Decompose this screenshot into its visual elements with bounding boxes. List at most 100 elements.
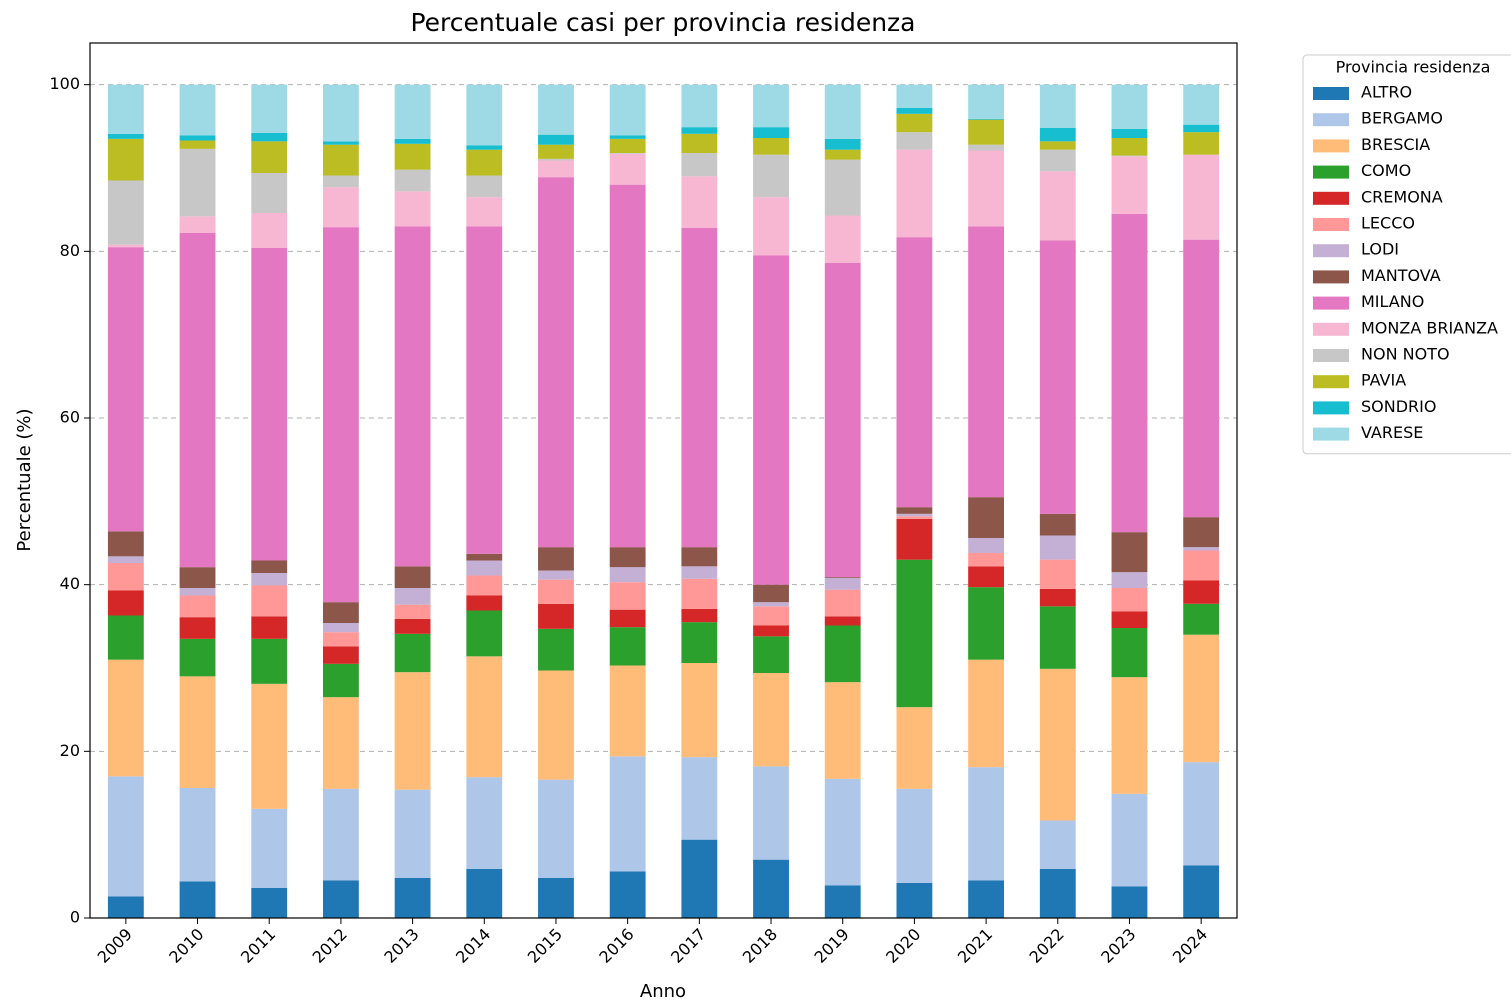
bar-segment	[107, 133, 144, 139]
bar-segment	[753, 127, 789, 138]
bar-segment	[538, 158, 574, 161]
bar-segment	[1183, 154, 1220, 240]
bar-segment	[609, 153, 646, 185]
bar-segment	[107, 896, 144, 918]
bar-segment	[753, 859, 789, 918]
bar-segment	[896, 149, 933, 238]
bar-segment	[179, 788, 216, 882]
bar-segment	[681, 608, 718, 623]
legend-label: BERGAMO	[1361, 109, 1443, 128]
bar-segment	[538, 579, 574, 604]
bar-segment	[681, 578, 718, 609]
bar-segment	[1183, 550, 1220, 581]
bar-segment	[322, 84, 359, 142]
bar-segment	[466, 149, 503, 176]
bar-segment	[1183, 517, 1220, 548]
bar-segment	[681, 176, 718, 228]
bar-segment	[609, 756, 646, 872]
legend-label: VARESE	[1361, 423, 1423, 442]
bar-segment	[896, 513, 933, 517]
bar-segment	[251, 573, 288, 586]
legend-label: ALTRO	[1361, 83, 1412, 102]
bar-segment	[251, 133, 288, 142]
bar-segment	[1039, 84, 1076, 128]
legend-swatch	[1313, 218, 1349, 231]
bar-segment	[681, 153, 718, 177]
bar-segment	[753, 584, 789, 603]
bar-segment	[251, 683, 288, 809]
bar-segment	[681, 133, 718, 153]
bar-segment	[1039, 559, 1076, 589]
bar-segment	[1183, 84, 1220, 125]
bar-segment	[179, 233, 216, 568]
bar-segment	[968, 84, 1005, 119]
bar-segment	[538, 84, 574, 135]
bar-segment	[1111, 572, 1148, 588]
bar-segment	[1183, 865, 1220, 918]
bar-segment	[609, 153, 646, 154]
bar-segment	[753, 673, 789, 767]
bar-segment	[466, 84, 503, 146]
bar-segment	[896, 237, 933, 508]
bar-segment	[824, 149, 861, 160]
bar-segment	[394, 143, 431, 170]
bar-segment	[538, 779, 574, 878]
bar-segment	[107, 659, 144, 777]
legend-label: LODI	[1361, 240, 1399, 259]
bar-segment	[896, 788, 933, 883]
legend-swatch	[1313, 113, 1349, 127]
bar-segment	[1039, 171, 1076, 241]
bar-segment	[394, 138, 431, 144]
bar-segment	[107, 556, 144, 563]
bar-segment	[753, 154, 789, 198]
bar-segment	[251, 248, 288, 561]
bar-segment	[1111, 611, 1148, 628]
x-tick-label: 2011	[237, 925, 279, 967]
bar-segment	[896, 84, 933, 108]
bar-segment	[107, 84, 144, 134]
bar-segment	[466, 145, 503, 150]
legend-swatch	[1313, 165, 1349, 179]
bar-segment	[107, 138, 144, 181]
bar-segment	[609, 84, 646, 136]
bar-segment	[1039, 149, 1076, 172]
y-axis-label: Percentuale (%)	[14, 408, 35, 551]
bar-segment	[609, 567, 646, 583]
bar-segment	[322, 602, 359, 623]
bar-segment	[968, 538, 1005, 553]
x-tick-label: 2015	[524, 925, 566, 967]
x-tick-label: 2021	[954, 925, 996, 967]
bar-segment	[753, 255, 789, 585]
bar-segment	[322, 646, 359, 664]
x-tick-label: 2016	[595, 925, 637, 967]
bar-segment	[322, 663, 359, 698]
legend-swatch	[1313, 139, 1349, 153]
bar-segment	[824, 577, 861, 578]
bar-segment	[251, 888, 288, 918]
legend-swatch	[1313, 244, 1349, 258]
y-tick-label: 0	[70, 908, 80, 927]
bar-segment	[1183, 132, 1220, 155]
x-axis-label: Anno	[640, 981, 686, 1002]
x-tick-label: 2020	[882, 925, 924, 967]
bar-segment	[466, 197, 503, 227]
legend-label: LECCO	[1361, 214, 1415, 233]
bar-segment	[394, 588, 431, 605]
bar-segment	[681, 566, 718, 579]
bar-segment	[179, 140, 216, 149]
bar-segment	[394, 633, 431, 673]
chart-title: Percentuale casi per provincia residenza	[410, 8, 915, 37]
bar-segment	[322, 697, 359, 789]
bar-segment	[394, 878, 431, 918]
bar-segment	[609, 609, 646, 628]
bar-segment	[1111, 628, 1148, 678]
bar-segment	[1183, 124, 1220, 133]
bar-segment	[322, 175, 359, 188]
bar-segment	[1039, 588, 1076, 607]
legend-swatch	[1313, 191, 1349, 205]
bar-segment	[1111, 155, 1148, 157]
bar-segment	[968, 553, 1005, 567]
bar-segment	[538, 160, 574, 178]
bar-segment	[1111, 677, 1148, 794]
bar-segment	[681, 757, 718, 840]
